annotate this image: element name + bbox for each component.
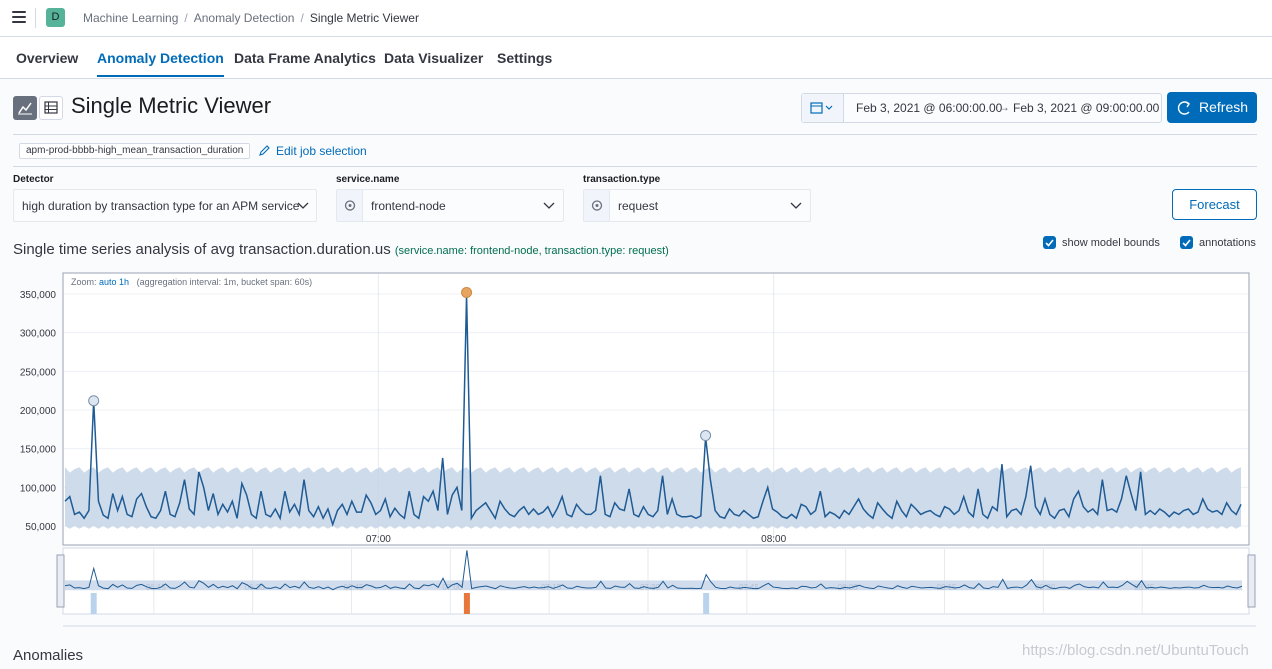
ml-tabs: Overview Anomaly Detection Data Frame An… xyxy=(0,37,1272,79)
anomaly-explorer-view-toggle[interactable] xyxy=(39,96,63,120)
model-bounds-area xyxy=(65,467,1241,529)
divider xyxy=(13,166,1257,167)
gear-icon-box[interactable] xyxy=(584,190,610,221)
chart-subtitle: (service.name: frontend-node, transactio… xyxy=(394,245,669,257)
divider xyxy=(13,134,1257,135)
refresh-icon xyxy=(1177,101,1190,115)
menu-icon[interactable] xyxy=(12,11,26,23)
arrow-right-icon: → xyxy=(998,100,1010,114)
x-tick-label: 07:00 xyxy=(366,534,391,545)
chart-title: Single time series analysis of avg trans… xyxy=(13,241,669,258)
page-title: Single Metric Viewer xyxy=(71,93,272,118)
tab-overview[interactable]: Overview xyxy=(16,50,79,66)
watermark: https://blog.csdn.net/UbuntuTouch xyxy=(1022,642,1249,659)
forecast-button[interactable]: Forecast xyxy=(1172,189,1257,220)
edit-job-selection-link[interactable]: Edit job selection xyxy=(258,144,367,158)
end-date[interactable]: Feb 3, 2021 @ 09:00:00.00 xyxy=(1013,101,1160,115)
space-avatar[interactable]: D xyxy=(46,8,65,27)
y-tick-label: 300,000 xyxy=(20,329,57,340)
anomalies-heading: Anomalies xyxy=(13,647,84,664)
single-metric-view-toggle[interactable] xyxy=(13,96,37,120)
anomaly-marker[interactable] xyxy=(88,395,100,407)
transaction-type-select[interactable]: request xyxy=(583,189,811,222)
divider xyxy=(35,8,36,28)
y-tick-label: 100,000 xyxy=(20,483,57,494)
chart-line-icon xyxy=(18,102,32,115)
y-tick-label: 200,000 xyxy=(20,406,57,417)
edit-job-label: Edit job selection xyxy=(276,144,367,158)
chart-title-text: Single time series analysis of avg trans… xyxy=(13,241,391,258)
breadcrumb: Machine Learning / Anomaly Detection / Singl… xyxy=(83,11,419,25)
zoom-prefix: Zoom: xyxy=(71,277,97,287)
date-picker[interactable]: Feb 3, 2021 @ 06:00:00.00 → Feb 3, 2021 … xyxy=(801,93,1162,123)
zoom-info: Zoom: auto 1h (aggregation interval: 1m,… xyxy=(71,277,312,287)
table-icon xyxy=(44,101,58,114)
calendar-icon xyxy=(810,102,833,114)
chevron-down-icon xyxy=(543,202,555,209)
breadcrumb-current: Single Metric Viewer xyxy=(309,11,419,25)
tab-data-visualizer[interactable]: Data Visualizer xyxy=(384,50,484,66)
anomaly-marker[interactable] xyxy=(461,286,473,298)
service-name-value: frontend-node xyxy=(371,199,446,213)
brush-handle-right[interactable] xyxy=(1247,554,1256,608)
check-icon xyxy=(1045,239,1054,247)
y-tick-label: 350,000 xyxy=(20,290,57,301)
service-name-label: service.name xyxy=(336,174,400,185)
detector-label: Detector xyxy=(13,174,54,185)
service-name-select[interactable]: frontend-node xyxy=(336,189,564,222)
annotations-checkbox[interactable] xyxy=(1180,236,1193,249)
refresh-button[interactable]: Refresh xyxy=(1167,92,1257,123)
gear-icon-box[interactable] xyxy=(337,190,363,221)
show-model-bounds-checkbox[interactable] xyxy=(1043,236,1056,249)
breadcrumb-anomaly-detection[interactable]: Anomaly Detection xyxy=(193,11,295,25)
swimlane-cell[interactable] xyxy=(463,593,470,614)
aggregation-info: (aggregation interval: 1m, bucket span: … xyxy=(136,277,313,287)
series-line xyxy=(64,295,1242,527)
x-tick-label: 08:00 xyxy=(761,534,786,545)
context-series-line xyxy=(64,550,1243,591)
chevron-down-icon xyxy=(790,202,802,209)
job-badge: apm-prod-bbbb-high_mean_transaction_dura… xyxy=(19,143,251,159)
gear-icon xyxy=(344,200,356,211)
zoom-value-link[interactable]: auto 1h xyxy=(99,277,130,287)
y-tick-label: 50,000 xyxy=(25,522,56,533)
tab-settings[interactable]: Settings xyxy=(497,50,553,66)
detector-value: high duration by transaction type for an… xyxy=(22,199,300,213)
anomaly-marker[interactable] xyxy=(700,430,712,442)
quick-select-button[interactable] xyxy=(802,94,844,122)
y-tick-label: 250,000 xyxy=(20,367,57,378)
tab-data-frame-analytics[interactable]: Data Frame Analytics xyxy=(234,50,376,66)
detector-select[interactable]: high duration by transaction type for an… xyxy=(13,189,317,222)
show-model-bounds-label[interactable]: show model bounds xyxy=(1062,237,1160,249)
start-date[interactable]: Feb 3, 2021 @ 06:00:00.00 xyxy=(856,101,1003,115)
swimlane-cell[interactable] xyxy=(90,593,97,614)
breadcrumb-machine-learning[interactable]: Machine Learning xyxy=(83,11,179,25)
swimlane-cell[interactable] xyxy=(703,593,710,614)
top-bar: D Machine Learning / Anomaly Detection / Sin… xyxy=(0,0,1272,37)
check-icon xyxy=(1182,239,1191,247)
annotations-label[interactable]: annotations xyxy=(1199,237,1256,249)
brush-handle-left[interactable] xyxy=(56,554,65,608)
transaction-type-label: transaction.type xyxy=(583,174,661,185)
pencil-icon xyxy=(259,145,270,156)
gear-icon xyxy=(591,200,603,211)
tab-anomaly-detection[interactable]: Anomaly Detection xyxy=(97,50,224,77)
y-tick-label: 150,000 xyxy=(20,445,57,456)
refresh-label: Refresh xyxy=(1199,99,1249,115)
transaction-type-value: request xyxy=(618,199,659,213)
chevron-down-icon xyxy=(297,202,309,209)
